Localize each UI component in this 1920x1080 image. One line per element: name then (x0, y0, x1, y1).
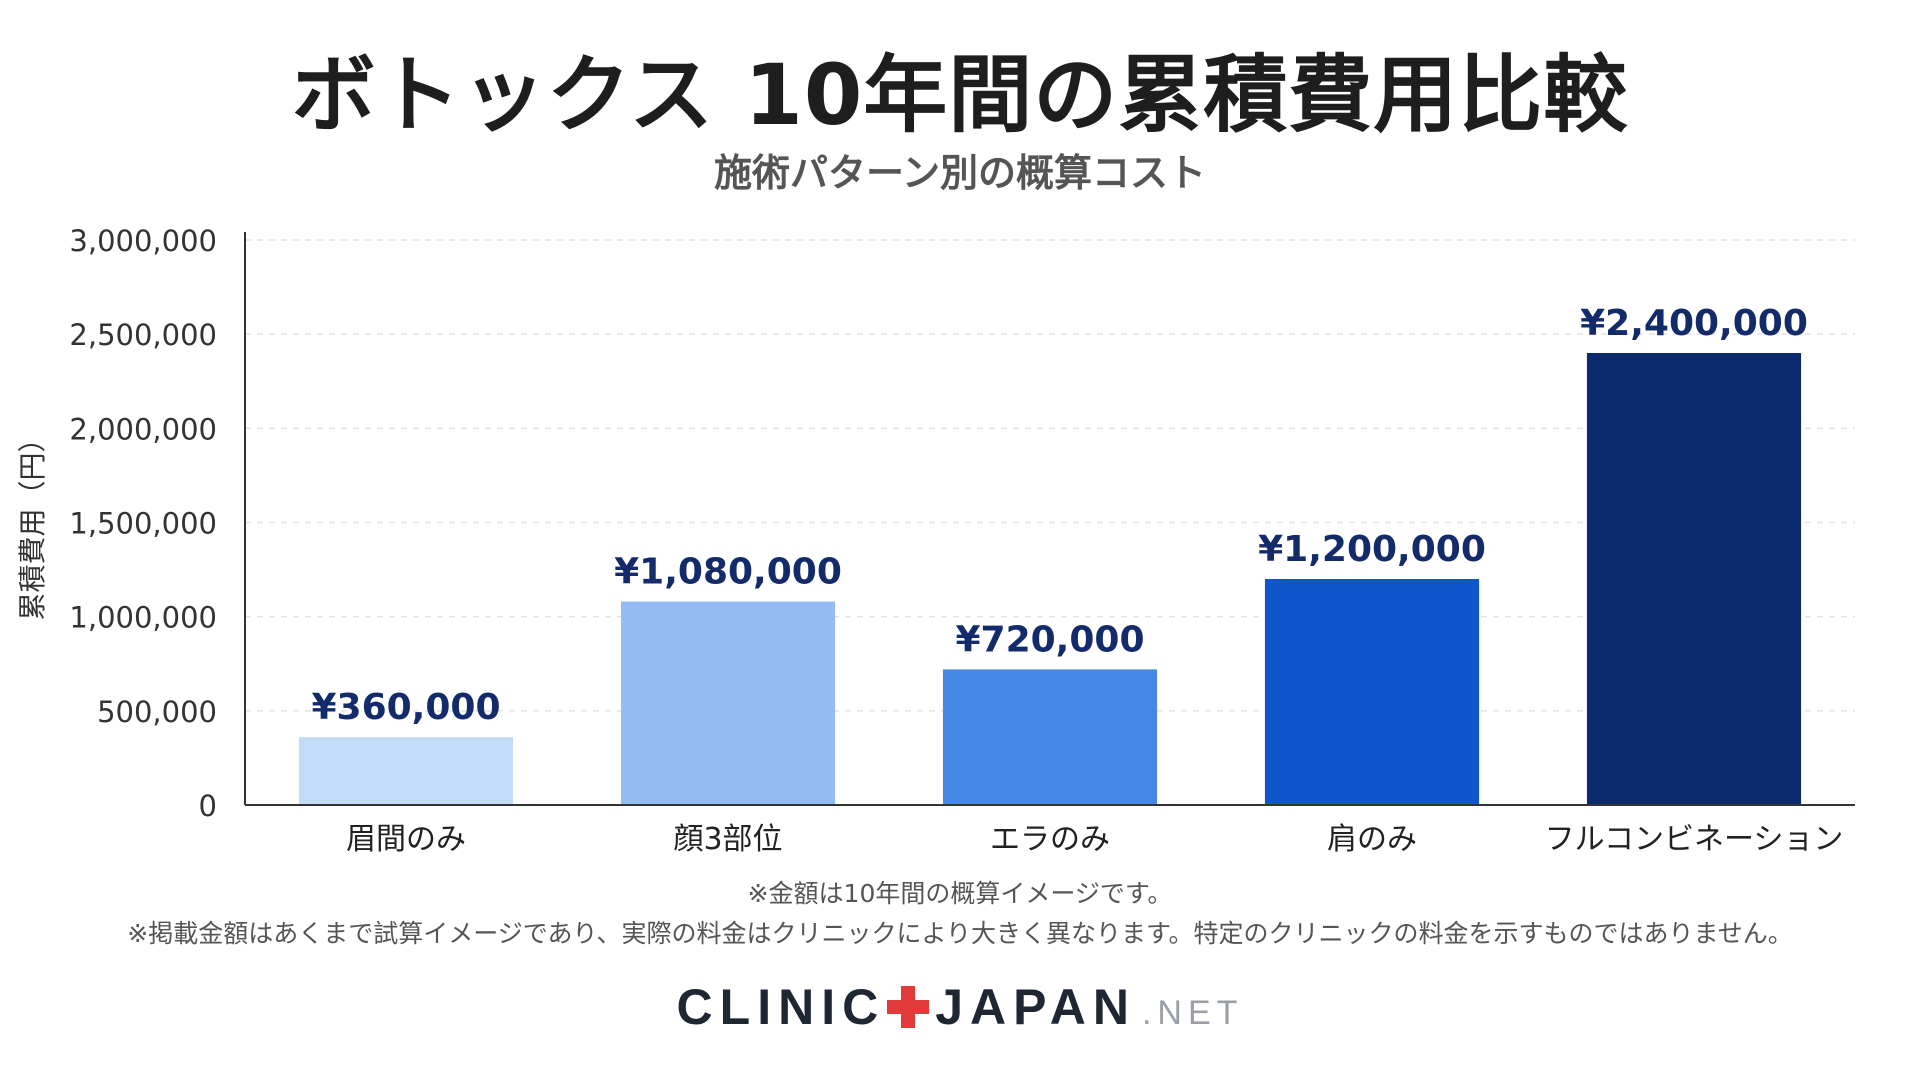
bar (298, 737, 514, 805)
y-tick-label: 2,000,000 (69, 412, 217, 446)
y-tick-label: 2,500,000 (69, 318, 217, 352)
y-tick-label: 500,000 (97, 695, 217, 729)
bars (298, 353, 1802, 805)
footnote-estimate: ※金額は10年間の概算イメージです。 (747, 879, 1173, 908)
x-tick-label: 眉間のみ (346, 822, 466, 857)
bar (620, 601, 836, 805)
x-tick-label: エラのみ (990, 822, 1110, 857)
y-tick-label: 1,500,000 (69, 507, 217, 541)
data-label: ¥720,000 (955, 619, 1144, 660)
x-axis-ticks: 眉間のみ 顔3部位 エラのみ 肩のみ フルコンビネーション (346, 822, 1843, 857)
bar-chart: 0 500,000 1,000,000 1,500,000 2,000,000 2,500… (16, 224, 1855, 857)
brand-suffix: .NET (1141, 994, 1244, 1032)
brand-right: JAPAN (935, 979, 1136, 1035)
y-tick-label: 0 (199, 789, 217, 823)
red-cross-icon (887, 986, 930, 1028)
brand-left: CLINIC (676, 979, 886, 1035)
footnote-disclaimer: ※掲載金額はあくまで試算イメージであり、実際の料金はクリニックにより大きく異なり… (127, 919, 1793, 948)
chart-subtitle: 施術パターン別の概算コスト (713, 151, 1207, 195)
data-label: ¥2,400,000 (1580, 303, 1808, 344)
data-label: ¥1,080,000 (614, 552, 842, 593)
data-labels: ¥360,000 ¥1,080,000 ¥720,000 ¥1,200,000 ¥2,4… (311, 303, 1807, 728)
y-tick-label: 1,000,000 (69, 601, 217, 635)
data-label: ¥1,200,000 (1258, 529, 1486, 570)
data-label: ¥360,000 (311, 687, 500, 728)
x-tick-label: 顔3部位 (673, 822, 782, 857)
x-tick-label: フルコンビネーション (1545, 822, 1844, 857)
bar (1586, 353, 1802, 805)
y-axis-ticks: 0 500,000 1,000,000 1,500,000 2,000,000 2,500… (69, 224, 217, 823)
bar (1264, 579, 1480, 805)
x-tick-label: 肩のみ (1327, 822, 1417, 857)
brand-logo: CLINIC JAPAN .NET (0, 978, 1920, 1036)
y-tick-label: 3,000,000 (69, 224, 217, 258)
chart-title: ボトックス 10年間の累積費用比較 (291, 46, 1629, 144)
bar (942, 669, 1158, 805)
y-axis-label: 累積費用（円） (16, 424, 49, 620)
